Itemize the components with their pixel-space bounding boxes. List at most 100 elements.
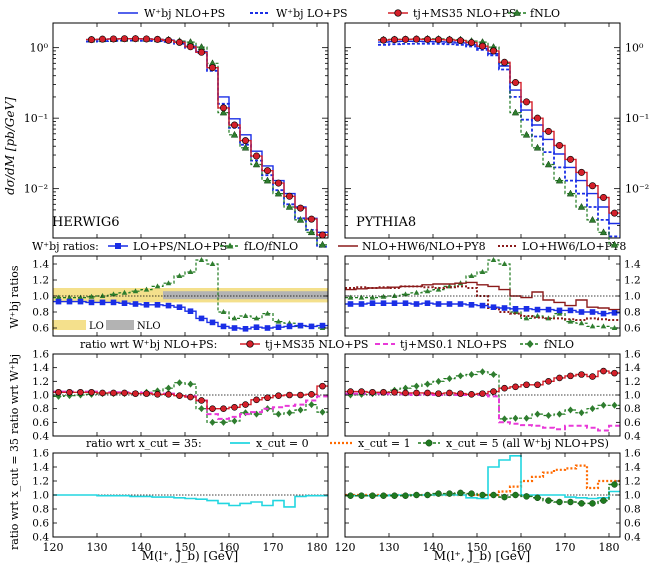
- ratio2-pythia-fnlo-marker: [490, 371, 497, 378]
- main-pythia-tj-marker: [544, 127, 552, 135]
- main-pythia-fnlo-marker: [511, 108, 520, 116]
- ratio2-herwig-tj35-marker: [319, 382, 326, 390]
- ratio1-herwig-lo-nlo-marker: [209, 319, 216, 326]
- main-pythia-ytick-label: 10⁻²: [625, 183, 649, 196]
- ratio3-pythia-x5-marker: [611, 481, 618, 488]
- ratio2-herwig-tj35-marker: [231, 403, 238, 411]
- ratio1-herwig-flo-fnlo-line: [53, 259, 328, 329]
- ratio2-pythia-fnlo-marker: [457, 372, 464, 380]
- ratio2-herwig-tj35-marker: [132, 390, 139, 397]
- ratio1-pythia-flo-fnlo-marker: [424, 288, 431, 294]
- ratio2-herwig-fnlo-marker: [275, 410, 282, 418]
- ratio3-pythia-x5-marker: [545, 497, 552, 504]
- generator-label-herwig: HERWIG6: [52, 215, 119, 230]
- ratio3-pythia-x5-marker: [347, 492, 354, 499]
- ratio2-pythia-tj35-marker: [413, 389, 420, 397]
- main-herwig-tj-marker: [253, 152, 261, 160]
- ratio2-pythia-tj35-marker: [369, 388, 376, 396]
- ratio3-pythia-x5-marker: [446, 490, 453, 497]
- ratio1-pythia-ytick-label: 0.8: [624, 307, 641, 319]
- ratio2-pythia-tj35-marker: [523, 381, 530, 389]
- ratio3-pythia-x5-marker: [413, 491, 420, 499]
- main-pythia-fnlo-marker: [533, 143, 542, 151]
- ratio1-pythia-flo-fnlo-marker: [578, 320, 585, 326]
- ratio3-pythia-x5-marker: [600, 497, 607, 504]
- ratio2-pythia-tj35-marker: [501, 384, 508, 392]
- main-pythia-tj-marker: [434, 36, 442, 44]
- ratio2-herwig-fnlo-marker: [198, 405, 205, 413]
- ratio2-pythia-fnlo-marker: [589, 405, 596, 413]
- ratio3-pythia-ytick-label: 0.8: [624, 504, 641, 516]
- ratio1-pythia-lo-nlo-marker: [512, 306, 519, 312]
- ratio3-pythia-ytick-label: 0.4: [624, 532, 641, 544]
- ratio3-herwig-xtick-label: 130: [87, 541, 108, 554]
- ratio2-pythia-fnlo-marker: [600, 401, 607, 409]
- ratio2-pythia-tj01-line: [345, 392, 620, 432]
- legend-label-x0: x_cut = 0: [256, 437, 309, 450]
- ratio3-pythia-x5-marker: [501, 493, 508, 501]
- ratio1-pythia-flo-fnlo-marker: [391, 293, 398, 298]
- ratio1-herwig-ytick-label: 0.6: [32, 323, 49, 335]
- main-herwig-tj-marker: [242, 137, 250, 145]
- ratio1-pythia-flo-fnlo-marker: [358, 294, 365, 300]
- main-herwig-tj-marker: [198, 48, 206, 56]
- ratio1-herwig-flo-fnlo-marker: [143, 286, 150, 292]
- ratio2-herwig-ytick-label: 1.2: [32, 376, 49, 388]
- main-y-label: dσ/dM [pb/GeV]: [3, 97, 17, 195]
- ratio1-pythia-lo-nlo-marker: [501, 305, 508, 311]
- main-herwig-tj-line: [86, 38, 328, 236]
- ratio1-herwig-lo-nlo-marker: [297, 322, 304, 329]
- ratio2-pythia-fnlo-marker: [479, 368, 486, 376]
- main-herwig-tj-marker: [143, 35, 151, 43]
- ratio3-pythia-x5-marker: [556, 498, 563, 506]
- legend-label-nlo-hw6: NLO+HW6/NLO+PY8: [362, 240, 486, 253]
- ratio2-pythia-tj35-marker: [380, 388, 387, 396]
- main-pythia-fnlo-marker: [544, 160, 553, 168]
- ratio1-pythia-lo-nlo-marker: [391, 300, 398, 306]
- ratio3-herwig-ytick-label: 1.2: [32, 476, 49, 488]
- ratio2-herwig-tj35-marker: [165, 391, 172, 398]
- main-pythia-tj-marker: [467, 39, 475, 47]
- main-herwig-ytick-label: 10⁻²: [24, 183, 48, 196]
- ratio2-pythia-tj35-marker: [435, 390, 442, 397]
- ratio2-pythia-fnlo-marker: [556, 410, 563, 418]
- main-pythia-tj-marker: [522, 98, 530, 106]
- ratio2-herwig-fnlo-marker: [297, 406, 304, 414]
- ratio2-pythia-ytick-label: 1.6: [624, 349, 641, 361]
- ratio1-pythia-flo-fnlo-marker: [369, 294, 376, 300]
- ratio2-herwig-fnlo-marker: [231, 417, 238, 425]
- ratio2-pythia-tj35-marker: [490, 388, 497, 395]
- ratio3-pythia-x5-marker: [424, 491, 431, 499]
- main-herwig-fnlo-marker: [219, 108, 228, 116]
- ratio2-pythia-fnlo-marker: [413, 382, 420, 390]
- ratio2-pythia-fnlo-marker: [424, 380, 431, 388]
- ratio2-herwig-tj35-marker: [198, 397, 205, 404]
- ratio1-herwig-flo-fnlo-marker: [55, 294, 62, 300]
- main-herwig-ytick-label: 10⁰: [30, 42, 49, 55]
- ratio3-herwig-ytick-label: 0.6: [32, 518, 49, 530]
- ratio2-herwig-tj35-marker: [253, 396, 260, 404]
- ratio2-herwig-tj35-marker: [154, 391, 161, 398]
- ratio1-herwig-flo-fnlo-marker: [154, 283, 161, 289]
- ratio2-pythia-tj35-marker: [479, 390, 486, 397]
- ratio2-herwig-fnlo-marker: [176, 379, 183, 387]
- main-pythia-fnlo-marker: [577, 202, 586, 210]
- ratio2-herwig-tj35-marker: [264, 394, 271, 402]
- ratio1-pythia-lo-hw6-line: [345, 285, 620, 321]
- ratio3-pythia-ytick-label: 1.2: [624, 476, 641, 488]
- ratio3-pythia-x5-marker: [479, 491, 486, 499]
- ratio2-pythia-tj35-marker: [611, 369, 618, 377]
- main-herwig-tj-marker: [307, 215, 315, 223]
- ratio2-pythia-tj35-marker: [567, 372, 574, 380]
- ratio1-pythia-lo-nlo-marker: [611, 310, 618, 316]
- ratio1-herwig-lo-nlo-marker: [132, 301, 139, 307]
- ratio1-pythia-flo-fnlo-marker: [413, 289, 420, 295]
- legend-marker-x5: [425, 439, 433, 447]
- ratio3-pythia-xtick-label: 120: [335, 541, 356, 554]
- ratio1-pythia-lo-nlo-marker: [424, 300, 431, 306]
- ratio2-herwig-tj35-marker: [143, 390, 150, 397]
- ratio3-pythia-ytick-label: 1.6: [624, 448, 641, 460]
- ratio2-pythia-ytick-label: 1.0: [624, 390, 641, 402]
- ratio2-pythia-fnlo-marker: [501, 415, 508, 423]
- ratio2-pythia-tj35-marker: [468, 391, 475, 398]
